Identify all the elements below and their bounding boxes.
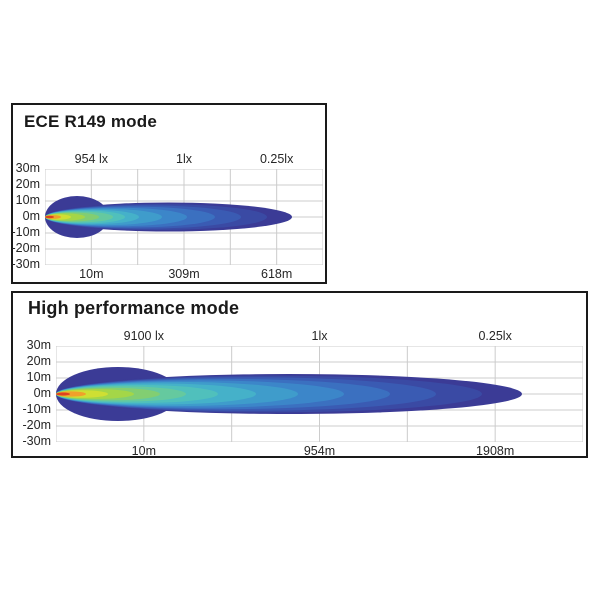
isolux-beam-svg	[56, 346, 583, 442]
illuminance-label: 0.25lx	[259, 152, 294, 166]
panel-title-high-performance: High performance mode	[28, 298, 240, 318]
y-axis-tick-label: -30m	[11, 257, 40, 271]
x-axis-distance-label: 954m	[303, 444, 336, 458]
y-axis-tick-label: 10m	[15, 193, 40, 207]
y-axis-tick-label: 0m	[22, 209, 40, 223]
y-axis-tick-label: 10m	[26, 370, 51, 384]
illuminance-label: 0.25lx	[478, 329, 512, 343]
y-axis-tick-label: -20m	[11, 241, 40, 255]
illuminance-label: 954 lx	[74, 152, 109, 166]
y-axis-tick-label: 20m	[15, 177, 40, 191]
x-axis-distance-label: 618m	[261, 267, 293, 281]
y-axis-tick-label: -20m	[22, 418, 51, 432]
x-axis-distance-label: 10m	[79, 267, 104, 281]
y-axis-tick-label: 30m	[26, 338, 51, 352]
x-axis-distance-label: 309m	[168, 267, 200, 281]
y-axis-tick-label: 0m	[33, 386, 51, 400]
y-axis-tick-label: 20m	[26, 354, 51, 368]
x-axis-distance-label: 10m	[131, 444, 156, 458]
illuminance-label: 1lx	[311, 329, 328, 343]
y-axis-tick-label: -10m	[22, 402, 51, 416]
illuminance-label: 1lx	[176, 152, 192, 166]
panel-ece-r149-mode: ECE R149 mode 954 lx 1lx 0.25lx 10m 309m 618m…	[11, 103, 327, 284]
y-axis-tick-label: -10m	[11, 225, 40, 239]
isolux-plot-high-performance	[56, 346, 583, 442]
isolux-contour	[56, 392, 70, 396]
y-axis-tick-label: -30m	[22, 434, 51, 448]
x-axis-distance-label: 1908m	[476, 444, 515, 458]
illuminance-label: 9100 lx	[123, 329, 164, 343]
isolux-contour	[45, 215, 54, 219]
isolux-plot-ece-r149	[45, 169, 323, 265]
panel-high-performance-mode: High performance mode 9100 lx 1lx 0.25lx 10…	[11, 291, 588, 458]
y-axis-tick-label: 30m	[15, 161, 40, 175]
isolux-beam-svg	[45, 169, 323, 265]
panel-title-ece-r149: ECE R149 mode	[24, 112, 157, 131]
